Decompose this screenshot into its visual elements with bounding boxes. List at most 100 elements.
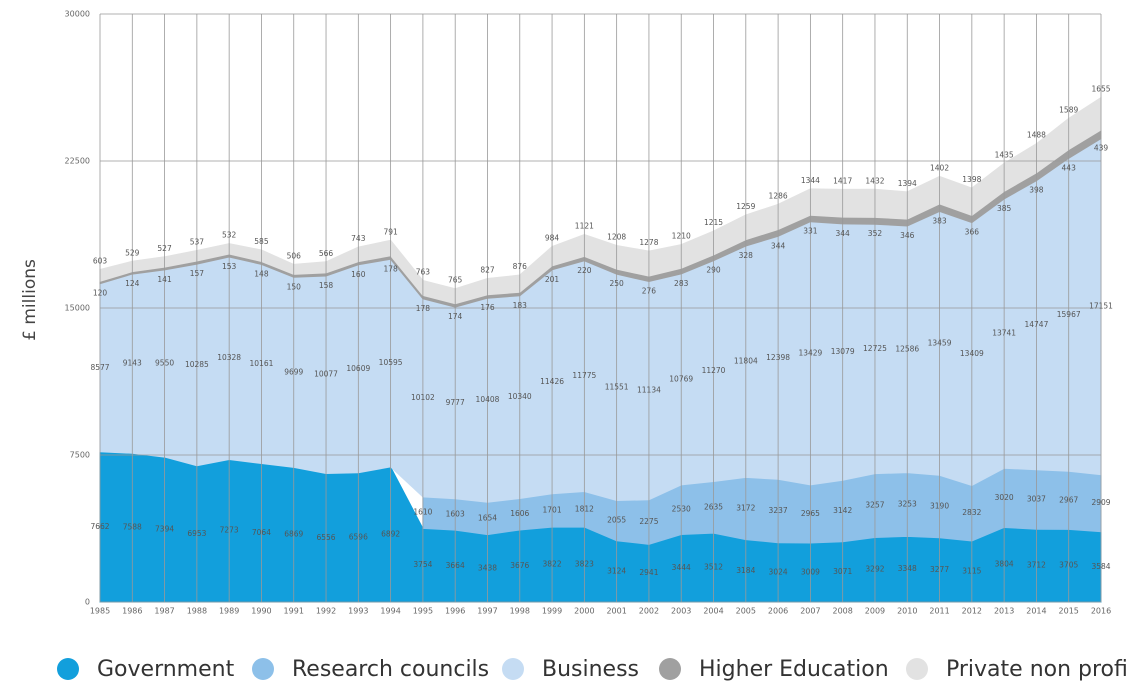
data-label: 10077 [314, 370, 338, 379]
data-label: 3190 [930, 502, 949, 511]
data-label: 1121 [575, 221, 594, 230]
data-label: 331 [803, 227, 818, 236]
x-tick-label: 1989 [219, 607, 239, 616]
legend-swatch [659, 658, 681, 680]
x-tick-label: 1991 [284, 607, 304, 616]
data-label: 1488 [1027, 131, 1046, 140]
data-label: 2635 [704, 502, 723, 511]
x-tick-label: 1987 [154, 607, 174, 616]
data-label: 3020 [995, 493, 1014, 502]
data-label: 13459 [928, 338, 952, 347]
data-label: 346 [900, 231, 915, 240]
data-label: 529 [125, 248, 140, 257]
data-label: 8577 [90, 363, 109, 372]
x-tick-label: 1998 [510, 607, 530, 616]
x-tick-label: 2001 [606, 607, 626, 616]
data-label: 9550 [155, 358, 174, 367]
data-label: 15967 [1057, 310, 1081, 319]
data-label: 13741 [992, 329, 1016, 338]
data-label: 7662 [90, 522, 109, 531]
data-label: 876 [513, 262, 528, 271]
data-label: 3348 [898, 564, 917, 573]
data-label: 3822 [543, 560, 562, 569]
y-tick-label: 7500 [70, 451, 90, 460]
data-label: 174 [448, 312, 463, 321]
data-label: 276 [642, 287, 657, 296]
data-label: 1394 [898, 179, 917, 188]
data-label: 1215 [704, 218, 723, 227]
data-label: 2967 [1059, 495, 1078, 504]
data-label: 3292 [865, 565, 884, 574]
data-label: 743 [351, 234, 366, 243]
data-label: 12398 [766, 353, 790, 362]
data-label: 1655 [1091, 85, 1110, 94]
data-label: 506 [287, 251, 302, 260]
x-tick-label: 2002 [639, 607, 659, 616]
legend-swatch [252, 658, 274, 680]
data-label: 1654 [478, 513, 497, 522]
data-label: 3664 [446, 561, 465, 570]
y-tick-label: 22500 [65, 157, 90, 166]
data-label: 527 [157, 244, 172, 253]
data-label: 439 [1094, 144, 1109, 153]
x-tick-label: 1999 [542, 607, 562, 616]
data-label: 10408 [476, 395, 500, 404]
x-tick-label: 2014 [1026, 607, 1046, 616]
data-label: 10595 [379, 358, 403, 367]
data-label: 1589 [1059, 105, 1078, 114]
data-label: 3712 [1027, 561, 1046, 570]
data-label: 3823 [575, 560, 594, 569]
data-label: 2832 [962, 508, 981, 517]
data-label: 3037 [1027, 494, 1046, 503]
data-label: 827 [480, 266, 495, 275]
x-tick-label: 2007 [800, 607, 820, 616]
data-label: 201 [545, 275, 560, 284]
data-label: 13409 [960, 349, 984, 358]
legend-swatch [57, 658, 79, 680]
data-label: 328 [739, 251, 754, 260]
data-label: 10285 [185, 360, 209, 369]
data-label: 3804 [995, 560, 1014, 569]
legend-swatch [906, 658, 928, 680]
data-label: 2965 [801, 509, 820, 518]
x-tick-label: 1994 [380, 607, 400, 616]
x-tick-label: 1992 [316, 607, 336, 616]
data-label: 176 [480, 303, 495, 312]
data-label: 3754 [413, 560, 432, 569]
data-label: 6953 [187, 529, 206, 538]
data-label: 3071 [833, 567, 852, 576]
data-label: 3705 [1059, 561, 1078, 570]
data-label: 11804 [734, 357, 758, 366]
data-label: 183 [513, 301, 528, 310]
data-label: 2055 [607, 516, 626, 525]
data-label: 1606 [510, 509, 529, 518]
data-label: 6596 [349, 532, 368, 541]
data-label: 7588 [123, 523, 142, 532]
data-label: 11775 [572, 371, 596, 380]
data-label: 1432 [865, 176, 884, 185]
x-tick-label: 2004 [703, 607, 723, 616]
data-label: 11270 [702, 366, 726, 375]
data-label: 537 [190, 238, 205, 247]
data-label: 1701 [543, 505, 562, 514]
data-label: 383 [932, 216, 947, 225]
data-label: 13079 [831, 347, 855, 356]
data-label: 1610 [413, 508, 432, 517]
data-label: 6869 [284, 530, 303, 539]
data-label: 765 [448, 276, 463, 285]
data-label: 603 [93, 257, 108, 266]
data-label: 10609 [346, 364, 370, 373]
y-axis-label: £ millions [20, 259, 40, 341]
data-label: 3172 [736, 504, 755, 513]
legend-label: Higher Education [699, 657, 889, 682]
data-label: 6892 [381, 529, 400, 538]
x-tick-label: 2012 [962, 607, 982, 616]
data-label: 10769 [669, 374, 693, 383]
x-tick-label: 2015 [1059, 607, 1079, 616]
data-label: 1344 [801, 176, 820, 185]
x-tick-label: 1988 [187, 607, 207, 616]
data-label: 398 [1029, 186, 1044, 195]
data-label: 1278 [639, 238, 658, 247]
x-tick-label: 1996 [445, 607, 465, 616]
data-label: 9699 [284, 367, 303, 376]
